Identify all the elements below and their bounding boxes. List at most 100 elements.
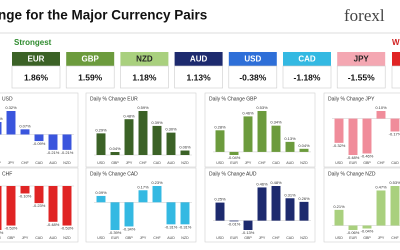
value-label: 0.47% — [375, 185, 387, 190]
value-label: 0.17% — [137, 184, 149, 189]
bar — [96, 133, 106, 155]
category-label: USD — [335, 161, 343, 165]
value-label: -0.09% — [33, 141, 46, 146]
category-label: AUD — [49, 161, 57, 165]
value-label: 0.29% — [95, 127, 107, 132]
value-label: -0.48% — [347, 155, 360, 160]
bar — [152, 186, 162, 203]
category-label: EUR — [111, 236, 119, 240]
bar — [6, 186, 16, 226]
currency-value-box-cropped — [391, 65, 400, 89]
bar — [243, 220, 253, 230]
value-label: 0.13% — [284, 136, 296, 141]
value-label: -0.31% — [179, 224, 192, 229]
category-label: CAD — [391, 161, 399, 165]
bar — [124, 119, 134, 155]
category-label: JPY — [22, 236, 29, 240]
bar — [348, 118, 358, 155]
category-label: NZD — [300, 161, 308, 165]
bar — [299, 201, 309, 221]
category-label: AUD — [167, 161, 175, 165]
bar — [285, 198, 295, 221]
bar — [229, 151, 239, 155]
currency-code: GBP — [82, 55, 100, 64]
value-label: -0.53% — [5, 226, 18, 231]
currency-header — [174, 52, 223, 66]
value-label: 0.06% — [179, 145, 191, 150]
category-label: CAD — [153, 161, 161, 165]
category-label: USD — [216, 236, 224, 240]
bar — [152, 125, 162, 155]
bar — [362, 225, 372, 229]
category-label: CAD — [272, 161, 280, 165]
category-label: NZD — [63, 236, 71, 240]
value-label: 0.46% — [242, 110, 254, 115]
value-label: 0.34% — [270, 120, 282, 125]
value-label: -0.04% — [228, 155, 241, 160]
bar — [299, 148, 309, 152]
category-label: NZD — [181, 236, 189, 240]
value-label: 0.07% — [19, 123, 31, 128]
bar — [0, 186, 2, 230]
category-label: NZD — [300, 236, 308, 240]
logo: forexl — [344, 6, 385, 25]
value-label: 0.32% — [5, 105, 17, 110]
currency-value: 1.18% — [132, 72, 157, 82]
category-label: CAD — [286, 236, 294, 240]
bar — [166, 202, 176, 225]
currency-value-box — [174, 65, 223, 89]
chart-title: Daily % Change AUD — [209, 171, 257, 177]
category-label: EUR — [230, 161, 238, 165]
currency-value: 1.59% — [78, 72, 103, 82]
currency-value-box — [11, 65, 61, 89]
value-label: 0.25% — [214, 197, 226, 202]
bar — [0, 122, 2, 135]
category-label: CHF — [139, 161, 147, 165]
category-label: AUD — [167, 236, 175, 240]
value-label: 0.59% — [137, 105, 149, 110]
bar — [271, 186, 281, 221]
category-label: CHF — [272, 236, 280, 240]
bar — [124, 202, 134, 227]
value-label: -0.04% — [361, 229, 374, 234]
bar — [229, 220, 239, 222]
chart-panel — [323, 167, 400, 243]
currency-value: -0.38% — [239, 72, 266, 82]
value-label: -0.17% — [389, 132, 400, 137]
bar — [62, 134, 72, 150]
category-label: EUR — [349, 161, 357, 165]
category-label: JPY — [259, 236, 266, 240]
category-label: NZD — [63, 161, 71, 165]
category-label: EUR — [230, 236, 238, 240]
currency-value-box — [65, 65, 115, 89]
currency-header — [228, 52, 277, 66]
bar — [376, 111, 386, 119]
category-label: CHF — [377, 161, 385, 165]
bar — [48, 134, 58, 150]
currency-header — [12, 52, 60, 66]
bar — [257, 187, 267, 221]
bar — [96, 195, 106, 203]
bar — [334, 118, 344, 143]
bar — [166, 132, 176, 155]
category-label: GBP — [125, 236, 133, 240]
currency-value: -1.18% — [294, 72, 321, 82]
bar — [257, 111, 267, 152]
category-label: GBP — [0, 161, 1, 165]
category-label: JPY — [140, 236, 147, 240]
bar — [334, 209, 344, 226]
chart-title: CHF — [2, 171, 12, 177]
strongest-label: Strongest — [14, 38, 52, 47]
value-label: 0.48% — [123, 113, 135, 118]
chart-grid: USD-0.28%EUR0.17%GBP0.32%JPY0.07%CHF-0.0… — [0, 92, 400, 243]
currency-header — [66, 52, 115, 66]
value-label: 0.21% — [333, 204, 345, 209]
bar — [20, 186, 30, 194]
value-label: -0.23% — [33, 203, 46, 208]
chart-title: Daily % Change GBP — [209, 96, 257, 102]
value-label: 0.10% — [375, 105, 387, 110]
category-label: AUD — [286, 161, 294, 165]
value-label: -0.13% — [242, 230, 255, 235]
bar — [180, 202, 190, 225]
value-label: 0.48% — [270, 180, 282, 185]
